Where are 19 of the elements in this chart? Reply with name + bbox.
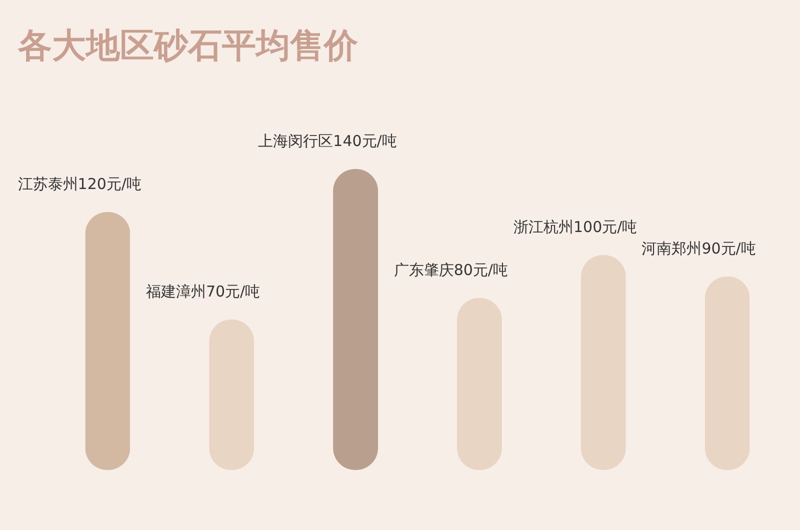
x-tick-label: 江苏泰州 <box>18 175 78 193</box>
bar <box>85 212 130 470</box>
chart-title: 各大地区砂石平均售价 <box>16 26 359 66</box>
bar <box>456 298 502 470</box>
x-tick-label: 福建漳州 <box>146 282 206 300</box>
data-label: 90元/吨 <box>702 240 756 258</box>
data-label: 140元/吨 <box>333 132 397 150</box>
x-tick-label: 上海闵行区 <box>258 132 334 150</box>
data-label: 120元/吨 <box>78 175 142 193</box>
data-label: 80元/吨 <box>454 261 508 279</box>
bar <box>209 320 254 470</box>
data-label: 70元/吨 <box>206 282 260 300</box>
bar <box>704 276 750 470</box>
x-tick-label: 河南郑州 <box>642 240 702 258</box>
x-tick-label: 广东肇庆 <box>394 261 454 279</box>
data-label: 100元/吨 <box>574 218 638 236</box>
bar <box>333 169 378 470</box>
bar <box>580 255 626 470</box>
x-tick-label: 浙江杭州 <box>514 218 574 236</box>
